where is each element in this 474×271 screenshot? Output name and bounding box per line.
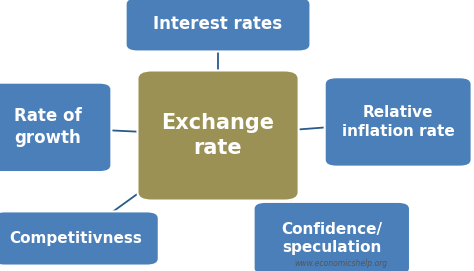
FancyBboxPatch shape: [0, 211, 159, 266]
FancyBboxPatch shape: [0, 83, 110, 172]
FancyBboxPatch shape: [255, 202, 409, 271]
Text: Rate of
growth: Rate of growth: [14, 107, 81, 147]
FancyBboxPatch shape: [0, 212, 158, 265]
FancyBboxPatch shape: [0, 83, 111, 172]
Text: Relative
inflation rate: Relative inflation rate: [342, 105, 455, 139]
FancyBboxPatch shape: [126, 0, 310, 51]
Text: Confidence/
speculation: Confidence/ speculation: [281, 222, 383, 255]
Text: Interest rates: Interest rates: [154, 15, 283, 33]
Text: www.economicshelp.org: www.economicshelp.org: [295, 259, 388, 268]
FancyBboxPatch shape: [127, 0, 310, 51]
FancyBboxPatch shape: [325, 77, 472, 167]
FancyBboxPatch shape: [139, 72, 297, 199]
FancyBboxPatch shape: [137, 70, 299, 201]
FancyBboxPatch shape: [326, 78, 471, 166]
Text: Competitivness: Competitivness: [9, 231, 142, 246]
FancyBboxPatch shape: [254, 202, 410, 271]
Text: Exchange
rate: Exchange rate: [162, 113, 274, 158]
